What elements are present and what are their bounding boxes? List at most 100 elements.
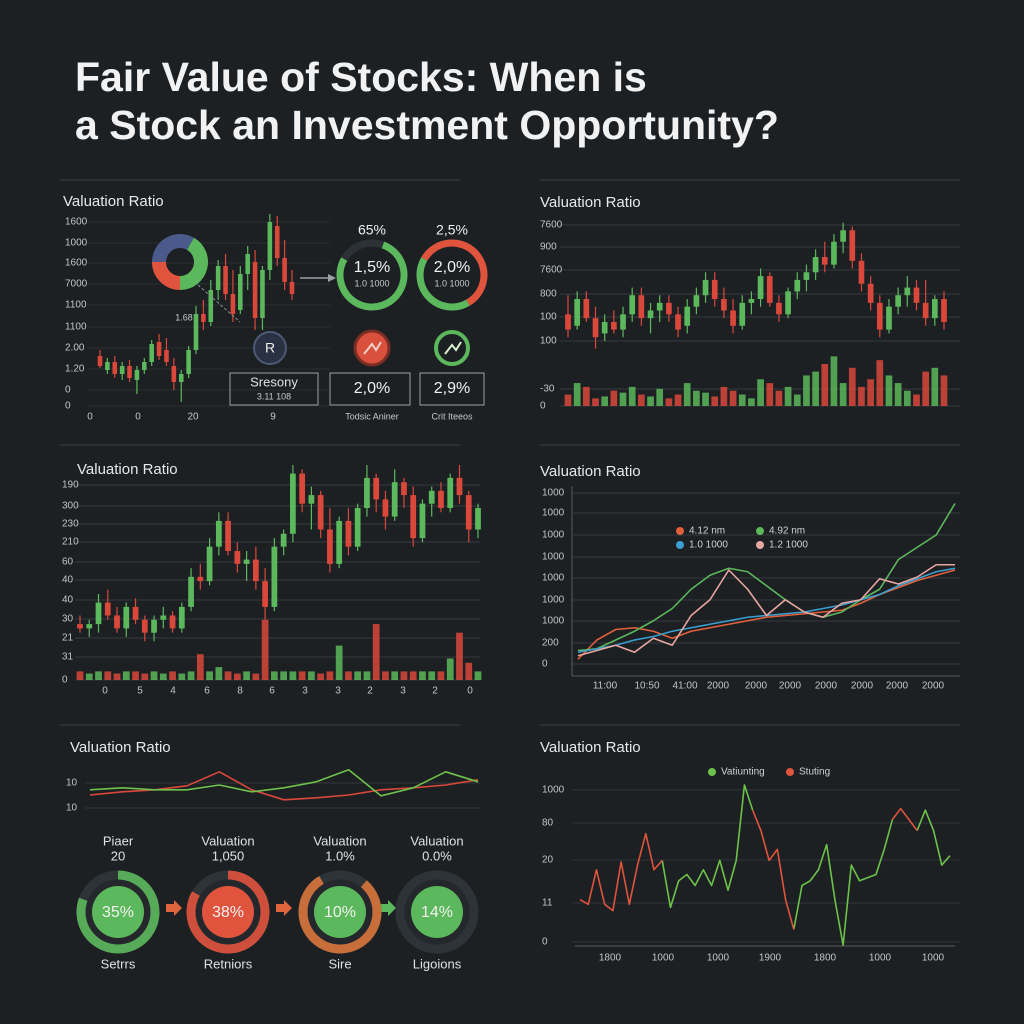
gauge-arc: [76, 870, 160, 954]
candle-body: [620, 314, 626, 330]
candle-body: [208, 290, 214, 322]
candle-body: [160, 615, 167, 620]
x-tick-label: 2000: [922, 681, 945, 692]
candle-body: [601, 321, 608, 334]
candle-body: [684, 306, 691, 326]
pointer: [197, 284, 241, 323]
ring-value: 1,5%: [354, 259, 390, 276]
main-title: Fair Value of Stocks: When is: [75, 54, 647, 100]
candle-body: [693, 295, 700, 307]
candle-body: [821, 257, 828, 265]
x-tick-label: 2000: [707, 681, 730, 692]
candle-body: [317, 495, 324, 530]
legend-label: Stuting: [799, 767, 830, 778]
volume-bar: [573, 383, 581, 406]
volume-bar: [693, 390, 700, 406]
x-tick-label: 0: [87, 412, 93, 423]
y-tick-label: 1100: [65, 300, 87, 311]
series-line: [577, 503, 956, 652]
ring-value: 2,0%: [434, 259, 470, 276]
gauge-label: Retniors: [204, 956, 253, 971]
legend-label: 1.2 1000: [769, 540, 808, 551]
ring-arc: [416, 257, 470, 311]
candle-body: [164, 350, 169, 362]
volume-bar: [465, 662, 473, 680]
y-tick-label: 800: [540, 289, 557, 300]
panel-title: Valuation Ratio: [540, 194, 641, 211]
legend-swatch: [676, 527, 684, 535]
candle-body: [730, 310, 736, 326]
x-tick-label: 0: [467, 686, 473, 697]
legend-label: Vatiunting: [721, 767, 765, 778]
candle-body: [123, 606, 130, 629]
x-tick-label: 9: [270, 412, 276, 423]
dividers: [60, 179, 960, 726]
gauge-value: 14%: [421, 904, 453, 921]
volume-bar: [187, 671, 195, 680]
candle-body: [629, 295, 636, 315]
candle-body: [382, 499, 389, 517]
candle-body: [711, 279, 718, 300]
candle-body: [565, 314, 571, 330]
volume-bar: [289, 671, 297, 680]
x-tick-label: 1900: [759, 953, 782, 964]
volume-bar: [582, 386, 590, 406]
series-line: [661, 784, 951, 946]
series-line: [577, 569, 956, 660]
y-tick-label: 0: [540, 401, 546, 412]
x-tick-label: 4: [170, 686, 176, 697]
volume-bar: [784, 386, 792, 406]
candle-body: [127, 366, 132, 378]
candle-body: [134, 370, 140, 380]
candle-body: [97, 356, 103, 366]
gauge-label: Setrrs: [101, 956, 136, 971]
candle-body: [171, 366, 177, 382]
candle-body: [77, 624, 83, 629]
volume-bar: [674, 394, 682, 406]
volume-bar: [252, 673, 260, 680]
volume-bar: [178, 673, 186, 680]
info-title: Sresony: [250, 374, 298, 389]
candle-body: [290, 473, 296, 534]
candle-body: [327, 529, 333, 564]
series-line: [577, 563, 955, 657]
volume-bar: [428, 671, 436, 680]
volume-bar: [821, 363, 829, 406]
volume-bar: [215, 667, 223, 680]
volume-bar: [830, 356, 838, 406]
legend-swatch: [676, 541, 684, 549]
x-tick-label: 0: [102, 686, 108, 697]
candle-body: [913, 287, 920, 303]
icon-glyph: [363, 341, 382, 355]
candle-body: [849, 230, 856, 261]
gauge-subtitle: 20: [111, 848, 125, 863]
volume-bar: [729, 390, 737, 406]
y-tick-label: 1.20: [65, 364, 85, 375]
candle-body: [119, 366, 125, 374]
volume-bar: [224, 671, 232, 680]
gauge-subtitle: 0.0%: [422, 848, 452, 863]
candle-body: [234, 551, 241, 564]
candle-body: [86, 624, 93, 629]
y-tick-label: 7600: [540, 220, 563, 231]
y-tick-label: 21: [62, 633, 74, 644]
candle-body: [149, 344, 154, 362]
x-tick-label: 1000: [652, 953, 675, 964]
panel-title: Valuation Ratio: [540, 463, 641, 480]
candle-body: [428, 490, 435, 504]
volume-bar: [206, 671, 213, 680]
candle-body: [438, 490, 444, 508]
candle-body: [193, 314, 199, 350]
y-tick-label: 30: [62, 614, 74, 625]
volume-bar: [748, 398, 755, 406]
candle-body: [867, 283, 874, 303]
series-line: [579, 807, 918, 930]
y-tick-label: 0: [62, 675, 68, 686]
volume-bar: [638, 394, 645, 406]
y-tick-label: 1000: [542, 552, 565, 563]
x-tick-label: 11:00: [593, 681, 618, 692]
volume-bar: [196, 654, 204, 680]
volume-bar: [766, 383, 774, 406]
candle-body: [831, 241, 837, 265]
